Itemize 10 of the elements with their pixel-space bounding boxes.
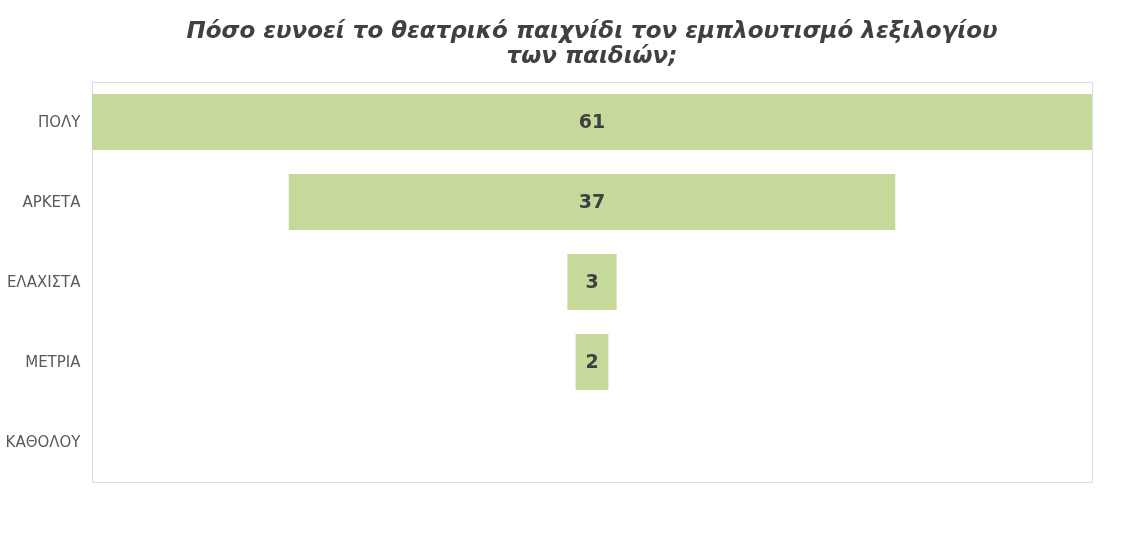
data-label: 61 [578, 110, 606, 132]
data-label: 3 [585, 270, 599, 292]
category-label: ΠΟΛΥ [37, 113, 82, 131]
category-label: ΜΕΤΡΙΑ [25, 353, 82, 371]
category-label: ΑΡΚΕΤΑ [22, 193, 82, 211]
category-label: ΚΑΘΟΛΟΥ [5, 433, 82, 451]
data-label: 37 [578, 190, 606, 212]
text: Πόσο ευνοεί το θεατρικό παιχνίδι τον εμπλουτισμό λεξιλογίου των παιδιών; [186, 17, 998, 68]
category-label: ΕΛΑΧΙΣΤΑ [6, 273, 82, 291]
data-label: 2 [585, 350, 599, 372]
